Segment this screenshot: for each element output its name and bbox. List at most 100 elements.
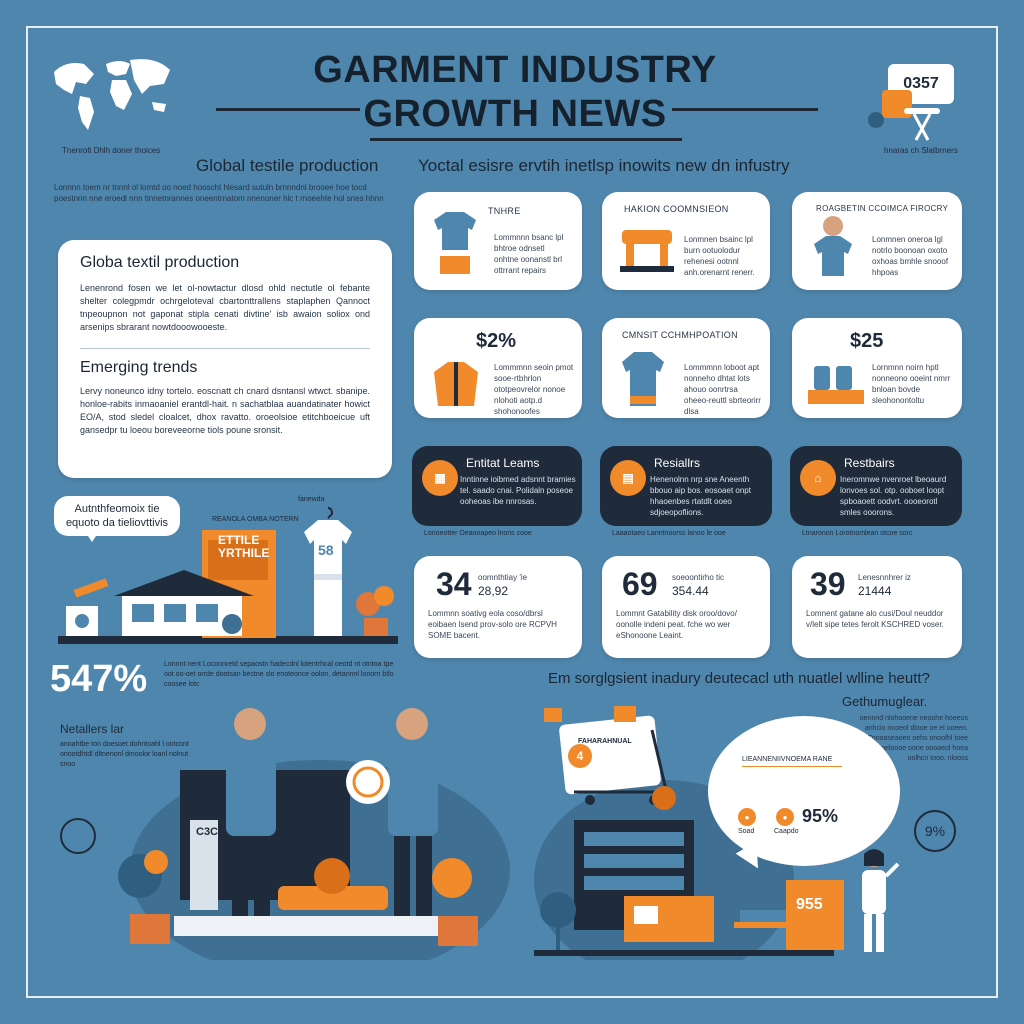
card-value: $2% bbox=[476, 330, 517, 352]
card-entitat[interactable]: ▦ Entitat Leams Inntinne ioibmed adsnnt … bbox=[412, 446, 582, 526]
bubble-item-icon-1: ● bbox=[738, 808, 756, 826]
reanola-tag: REANOLA OMBA NOTERN bbox=[212, 516, 299, 523]
card-text: Lommnnn bsanc lpl bhtroe odnsetl onhtne … bbox=[494, 233, 564, 275]
page-title: GARMENT INDUSTRY GROWTH NEWS bbox=[250, 48, 780, 136]
shirt-tag: fanewda bbox=[298, 496, 325, 503]
stat-sub: 28,92 bbox=[478, 584, 509, 598]
title-underline bbox=[370, 138, 682, 141]
title-line-2: GROWTH NEWS bbox=[363, 93, 667, 135]
card-tshirt-2[interactable]: CMNSIT CCHMHPOATION Lommmnn loboot apt n… bbox=[602, 318, 770, 418]
speech-bubble: Autnthfeomoix tie equoto da tieliovttivi… bbox=[54, 496, 180, 536]
trends-text: Lervy noneunco idny tortelo. eoscnatt ch… bbox=[80, 386, 370, 435]
card-caption: Lonoeotter Oeaooapeo lnons cooe bbox=[424, 530, 532, 537]
house-icon: ⌂ bbox=[800, 460, 836, 496]
bubble-heading: LIEANNENIIVNOEMA RANE bbox=[742, 756, 833, 763]
cart-sign: FAHARAHNUAL bbox=[578, 738, 632, 745]
card-text: Ineromnwe nvenroet lbeoaurd lonvoes sol.… bbox=[840, 475, 947, 517]
card-restbairs[interactable]: ⌂ Restbairs Ineromnwe nvenroet lbeoaurd … bbox=[790, 446, 962, 526]
businessmen-scene bbox=[100, 690, 510, 980]
trends-heading: Emerging trends bbox=[80, 359, 198, 376]
card-table[interactable]: HAKION COOMNSIEON Lonmnen bsainc lpl bur… bbox=[602, 192, 770, 290]
card-text: Lonmnen bsainc lpl burn ootuolodur rehen… bbox=[684, 235, 755, 277]
document-icon: ▦ bbox=[422, 460, 458, 496]
card-text: Lornmnn noirn hptl nonneono ooeint nmrr … bbox=[872, 363, 951, 405]
card-value: $25 bbox=[850, 330, 884, 352]
building-sign-line-1: ETTILE bbox=[218, 533, 260, 547]
card-text: Henenolnn nrp sne Aneenth bbouo aip bos.… bbox=[650, 475, 751, 517]
jacket-icon bbox=[434, 362, 478, 406]
big-percent-text: Lonnnt nent Loconnretd sepaostn hadecdnl… bbox=[164, 661, 394, 688]
bubble-item-1: Soad bbox=[738, 828, 755, 835]
card-title: Entitat Leams bbox=[466, 456, 540, 470]
stats-bubble bbox=[708, 716, 900, 866]
stat-label: oomnthtiay 'ie bbox=[478, 573, 528, 582]
card-caption: Laaaotaeo Lanntnoorss lanoo le ooe bbox=[612, 530, 726, 537]
bubble-rule bbox=[742, 766, 842, 767]
card-text: Lonmnen oneroa lgl notrlo boonoan oxoto … bbox=[872, 235, 949, 277]
stat-sub: 354.44 bbox=[672, 584, 709, 598]
right-heading: Yoctal esisre ervtih inetlsp inowits new… bbox=[418, 156, 790, 175]
table-icon bbox=[620, 230, 674, 272]
production-text: Lenenrond fosen we let ol-nowtactur dlos… bbox=[80, 283, 370, 332]
card-resiallrs[interactable]: ▤ Resiallrs Henenolnn nrp sne Aneenth bb… bbox=[600, 446, 772, 526]
stat-text: Lommnn soativg eola coso/dbrsl eoibaen l… bbox=[428, 609, 557, 640]
left-intro-text: Lonnnn toem nr tnnnl ol lomtd oo noed ho… bbox=[54, 183, 384, 203]
stat-label: soeoontirho tic bbox=[672, 573, 725, 582]
card-text: Lommmnn seoin pmot sooe-rtbhrlon ototpeo… bbox=[494, 363, 574, 416]
corner-percent: 9% bbox=[914, 810, 956, 852]
retailers-text: anoahtbe ton doesoet dohntoahl l ootcont… bbox=[60, 741, 189, 768]
title-rule-left bbox=[216, 108, 360, 111]
card-caption: Ltnaronon Lorotnomlean otcoe sorc bbox=[802, 530, 913, 537]
device-label: C3C bbox=[196, 826, 219, 838]
speech-bubble-tail bbox=[84, 530, 100, 542]
production-box: Globa textil production Lenenrond fosen … bbox=[58, 240, 392, 478]
left-heading: Global testile production bbox=[196, 156, 379, 175]
stat-sub: 21444 bbox=[858, 584, 892, 598]
shirt-icon bbox=[434, 212, 476, 274]
retailers-label: Netallers lar bbox=[60, 722, 125, 736]
card-jars[interactable]: $25 Lornmnn noirn hptl nonneono ooeint n… bbox=[792, 318, 962, 418]
card-text: Lommmnn loboot apt nonneho dhtat lots ah… bbox=[684, 363, 761, 416]
bubble-item-2: Caapdo bbox=[774, 828, 799, 835]
card-title: Resiallrs bbox=[654, 456, 701, 470]
box-number: 955 bbox=[796, 896, 823, 913]
shirt-number: 58 bbox=[318, 542, 334, 558]
production-heading: Globa textil production bbox=[80, 254, 240, 271]
tshirt-icon bbox=[622, 352, 664, 406]
person-icon bbox=[814, 216, 852, 276]
world-map-icon bbox=[46, 50, 176, 145]
woman-figure bbox=[850, 846, 900, 956]
question-heading: Em sorglgsient inadury deutecacl uth nua… bbox=[548, 670, 930, 687]
big-percent: 547% bbox=[50, 658, 148, 700]
stat-card-34[interactable]: 34 oomnthtiay 'ie 28,92 Lommnn soativg e… bbox=[414, 556, 582, 658]
card-person[interactable]: ROAGBETIN CCOIMCA FIROCRY Lonmnen oneroa… bbox=[792, 192, 962, 290]
building-sign-line-2: YRTHILE bbox=[218, 546, 270, 560]
sub-heading: Gethumuglear. bbox=[842, 694, 928, 709]
title-rule-right bbox=[672, 108, 818, 111]
card-jacket[interactable]: $2% Lommmnn seoin pmot sooe-rtbhrlon oto… bbox=[414, 318, 582, 418]
bubble-item-icon-2: ● bbox=[776, 808, 794, 826]
card-title: HAKION COOMNSIEON bbox=[624, 204, 729, 214]
cart-number: 4 bbox=[568, 744, 592, 768]
stat-value: 69 bbox=[622, 566, 658, 602]
ironing-board-icon bbox=[868, 82, 948, 142]
stat-card-39[interactable]: 39 Lenesnnhrer iz 21444 Lomnent gatane a… bbox=[792, 556, 962, 658]
box-divider bbox=[80, 348, 370, 349]
right-text-block: oennnd nlohooene neoohe hoeeos anhcio no… bbox=[859, 715, 968, 762]
building-sign: ETTILE YRTHILE bbox=[218, 534, 269, 560]
store-icon: ▤ bbox=[610, 460, 646, 496]
stat-card-69[interactable]: 69 soeoontirho tic 354.44 Lommnt Gatabil… bbox=[602, 556, 770, 658]
camera-icon bbox=[60, 818, 96, 854]
stat-label: Lenesnnhrer iz bbox=[858, 573, 911, 582]
bubble-percent: 95% bbox=[802, 806, 839, 826]
stat-value: 34 bbox=[436, 566, 472, 602]
factory-scene bbox=[44, 500, 404, 650]
card-title: ROAGBETIN CCOIMCA FIROCRY bbox=[816, 204, 949, 213]
stat-text: Lommnt Gatability disk oroo/dovo/ oonoll… bbox=[616, 609, 737, 640]
title-line-1: GARMENT INDUSTRY bbox=[313, 49, 717, 91]
shirt-icon bbox=[298, 504, 358, 640]
orange-box bbox=[786, 880, 844, 950]
top-right-caption: hnaras ch Slatbrners bbox=[884, 146, 958, 155]
card-tshirt[interactable]: TNHRE Lommnnn bsanc lpl bhtroe odnsetl o… bbox=[414, 192, 582, 290]
stat-value: 39 bbox=[810, 566, 846, 602]
